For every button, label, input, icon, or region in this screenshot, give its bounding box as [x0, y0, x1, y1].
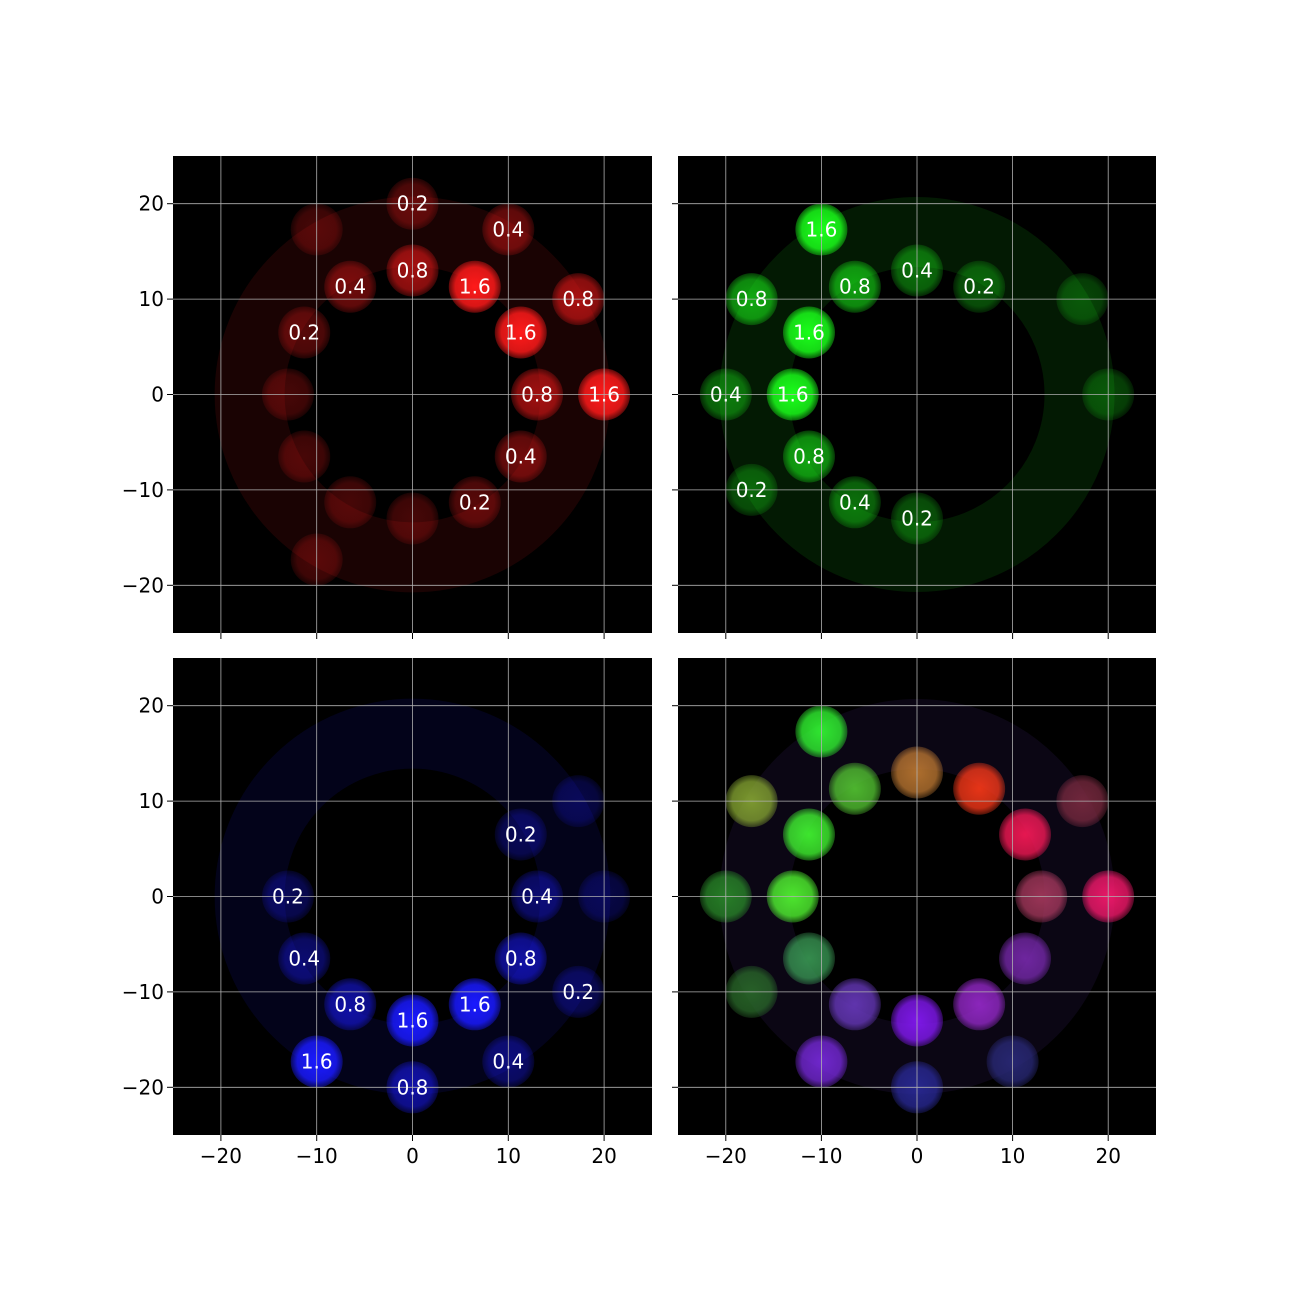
data-label: 1.6 — [505, 320, 537, 344]
data-label: 0.8 — [562, 287, 594, 311]
data-label: 0.2 — [459, 490, 491, 514]
data-label: 1.6 — [805, 217, 837, 241]
data-label: 1.6 — [459, 275, 491, 299]
y-tick-label: −20 — [122, 573, 164, 597]
data-label: 0.4 — [334, 275, 366, 299]
y-tick-label: 20 — [139, 192, 164, 216]
y-tick-label: −10 — [122, 478, 164, 502]
x-tick-label: 20 — [1095, 1144, 1120, 1168]
y-tick-label: −10 — [122, 980, 164, 1004]
spot — [448, 260, 501, 313]
y-tick-label: 0 — [151, 885, 164, 909]
data-label: 0.2 — [963, 275, 995, 299]
data-label: 0.2 — [272, 885, 304, 909]
spot — [494, 306, 547, 359]
data-label: 0.4 — [710, 383, 742, 407]
x-tick-label: 20 — [591, 1144, 616, 1168]
spot — [953, 260, 1006, 313]
spot — [782, 932, 835, 985]
data-label: 0.4 — [492, 217, 524, 241]
x-tick-label: 10 — [496, 1144, 521, 1168]
data-label: 0.4 — [521, 885, 553, 909]
data-label: 1.6 — [777, 383, 809, 407]
y-tick-label: 0 — [151, 383, 164, 407]
panel-bottom-right: −20 −10 0 10 20 — [672, 658, 1156, 1168]
spot — [999, 932, 1052, 985]
data-label: 0.8 — [736, 287, 768, 311]
spot — [828, 978, 881, 1031]
plot-content — [678, 658, 1156, 1135]
data-label: 0.8 — [397, 1075, 429, 1099]
data-label: 0.2 — [397, 192, 429, 216]
y-tick-label: 20 — [139, 694, 164, 718]
y-tick-label: 10 — [139, 789, 164, 813]
data-label: 0.8 — [793, 445, 825, 469]
data-label: 0.2 — [562, 980, 594, 1004]
data-label: 0.2 — [901, 507, 933, 531]
data-label: 0.2 — [288, 320, 320, 344]
spot — [494, 808, 547, 861]
spot — [448, 978, 501, 1031]
y-tick-label: −20 — [122, 1075, 164, 1099]
data-label: 1.6 — [301, 1050, 333, 1074]
data-label: 0.8 — [334, 992, 366, 1016]
data-label: 0.4 — [492, 1050, 524, 1074]
spot — [782, 430, 835, 483]
y-tick-label: 10 — [139, 287, 164, 311]
panel-top-right: 1.6 0.4 0.8 0.2 0.8 1.6 0.4 1.6 0.8 0.2 0.4 0.2 — [672, 156, 1156, 639]
data-label: 0.2 — [505, 822, 537, 846]
data-label: 1.6 — [588, 383, 620, 407]
x-tick-label: −20 — [705, 1144, 747, 1168]
spot — [494, 932, 547, 985]
spot — [278, 932, 331, 985]
panel-bottom-left: 0.2 0.2 0.4 0.4 0.8 0.2 0.8 1.6 1.6 1.6 0.4 0.8 −20 −… — [122, 658, 652, 1168]
data-label: 0.8 — [839, 275, 871, 299]
data-label: 0.4 — [901, 258, 933, 282]
spot — [324, 978, 377, 1031]
data-label: 1.6 — [793, 320, 825, 344]
data-label: 1.6 — [459, 992, 491, 1016]
data-label: 0.8 — [505, 947, 537, 971]
data-label: 0.4 — [839, 490, 871, 514]
spot — [999, 808, 1052, 861]
data-label: 0.4 — [505, 445, 537, 469]
spot — [828, 260, 881, 313]
panel-top-left: 0.2 0.4 0.4 0.8 1.6 0.8 0.2 1.6 0.8 1.6 0.4 0.2 20 10… — [122, 156, 652, 639]
spot — [782, 306, 835, 359]
plot-content: 1.6 0.4 0.8 0.2 0.8 1.6 0.4 1.6 0.8 0.2 0.4 0.2 — [678, 156, 1156, 633]
data-label: 0.8 — [521, 383, 553, 407]
data-label: 0.4 — [288, 947, 320, 971]
data-label: 0.8 — [397, 258, 429, 282]
spot — [448, 476, 501, 529]
spot — [953, 762, 1006, 815]
spot — [828, 476, 881, 529]
plot-content: 0.2 0.4 0.4 0.8 1.6 0.8 0.2 1.6 0.8 1.6 0.4 0.2 — [173, 156, 652, 633]
data-label: 1.6 — [397, 1009, 429, 1033]
x-tick-label: 0 — [911, 1144, 924, 1168]
spot — [278, 306, 331, 359]
spot — [953, 978, 1006, 1031]
x-tick-label: −10 — [296, 1144, 338, 1168]
data-label: 0.2 — [736, 478, 768, 502]
spot — [828, 762, 881, 815]
spot-unlabeled — [324, 476, 377, 529]
spot-unlabeled — [278, 430, 331, 483]
x-tick-label: −20 — [200, 1144, 242, 1168]
x-tick-label: −10 — [800, 1144, 842, 1168]
x-tick-label: 0 — [406, 1144, 419, 1168]
plot-content: 0.2 0.2 0.4 0.4 0.8 0.2 0.8 1.6 1.6 1.6 0.4 0.8 — [173, 658, 652, 1135]
x-tick-label: 10 — [1000, 1144, 1025, 1168]
spot — [324, 260, 377, 313]
spot — [494, 430, 547, 483]
spot — [782, 808, 835, 861]
